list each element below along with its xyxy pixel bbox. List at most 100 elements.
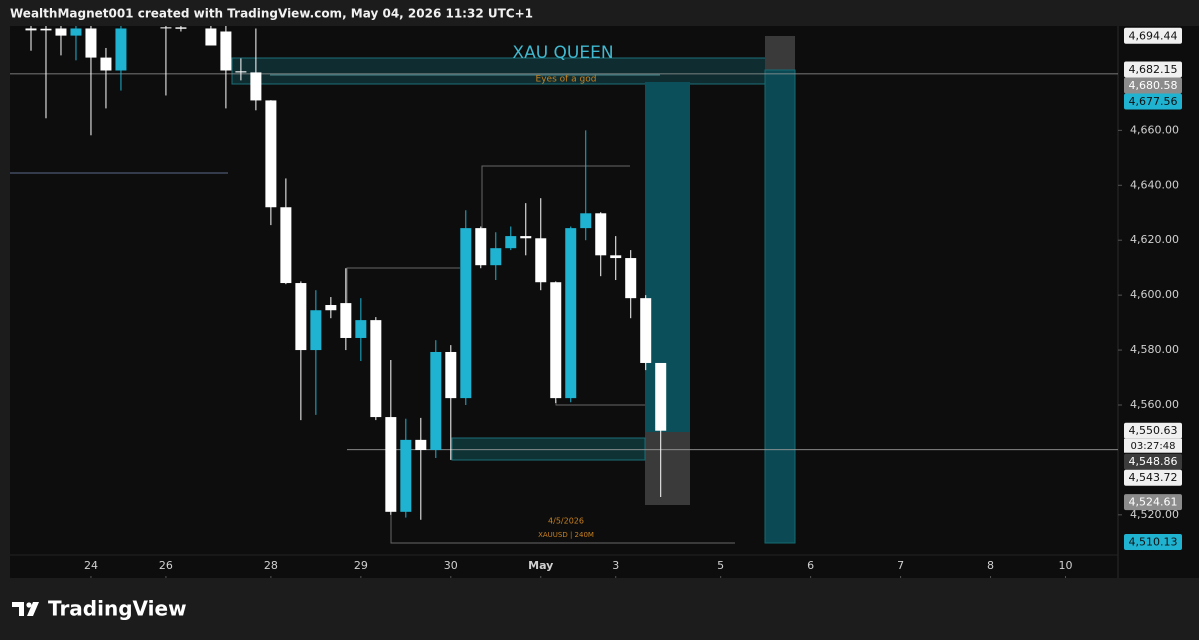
y-tick-label: 4,560.00	[1130, 398, 1179, 411]
price-label-bg	[1124, 93, 1182, 110]
candle-body	[235, 71, 247, 73]
price-label: 4,694.44	[1129, 29, 1178, 42]
price-label: 4,524.61	[1129, 496, 1178, 509]
zone	[645, 432, 690, 505]
y-tick-label: 4,520.00	[1130, 508, 1179, 521]
annotation: 4/5/2026	[548, 517, 584, 526]
subtitle: Eyes of a god	[536, 75, 597, 85]
candle-body	[490, 248, 502, 266]
x-tick-label: 5	[717, 559, 724, 572]
candle-body	[475, 228, 487, 266]
price-label: 4,510.13	[1129, 535, 1178, 548]
candle-body	[280, 207, 292, 284]
candle-body	[340, 303, 352, 338]
header: WealthMagnet001 created with TradingView…	[10, 7, 533, 21]
price-label-bg	[1124, 453, 1182, 470]
candle-body	[430, 351, 442, 451]
footer: TradingView	[48, 597, 187, 621]
candle-body	[220, 31, 232, 71]
candle-body	[295, 283, 307, 351]
y-tick-label: 4,640.00	[1130, 178, 1179, 191]
candle-body	[550, 282, 562, 399]
x-tick-label: 7	[897, 559, 904, 572]
plot	[10, 26, 1118, 520]
candle-body	[535, 238, 547, 283]
title: XAU QUEEN	[512, 43, 613, 63]
x-tick-label: 24	[84, 559, 98, 572]
price-label-bg	[1124, 27, 1182, 44]
candle-body	[265, 100, 277, 208]
candle-body	[595, 213, 607, 256]
price-label-bg	[1124, 469, 1182, 486]
candle-body	[40, 28, 52, 31]
zone	[645, 82, 690, 432]
price-label: 4,550.63	[1129, 424, 1178, 437]
price-label-bg	[1124, 422, 1182, 439]
price-label-bg	[1124, 533, 1182, 550]
y-tick-label: 4,600.00	[1130, 288, 1179, 301]
candle-body	[610, 255, 622, 259]
x-tick-label: 8	[987, 559, 994, 572]
candle-body	[370, 320, 382, 418]
price-label: 4,682.15	[1129, 63, 1178, 76]
candle-body	[415, 439, 427, 451]
x-tick-label: 3	[612, 559, 619, 572]
candle-body	[385, 417, 397, 512]
annotation: XAUUSD | 240M	[538, 531, 594, 539]
candle-body	[565, 228, 577, 399]
range-line	[481, 165, 630, 228]
candle-body	[655, 362, 667, 431]
zone	[231, 57, 779, 85]
candle-body	[310, 310, 322, 351]
candle-body	[205, 28, 217, 46]
x-tick-label: 6	[807, 559, 814, 572]
x-tick-label: 30	[444, 559, 458, 572]
candle-body	[505, 236, 517, 249]
candle-body	[400, 439, 412, 512]
candle-body	[70, 28, 82, 36]
drawings	[10, 36, 796, 544]
candle-body	[580, 213, 592, 229]
x-tick-label: 29	[354, 559, 368, 572]
y-tick-label: 4,660.00	[1130, 123, 1179, 136]
x-tick-label: 28	[264, 559, 278, 572]
range-line	[346, 267, 460, 305]
price-label: 4,543.72	[1129, 471, 1178, 484]
x-tick-label: May	[528, 559, 553, 572]
zone	[764, 69, 796, 544]
candle-body	[55, 28, 67, 36]
countdown-bg	[1124, 438, 1182, 453]
candle-body	[175, 27, 187, 29]
candle-body	[25, 28, 37, 31]
price-label-bg	[1124, 494, 1182, 511]
candle-body	[100, 57, 112, 71]
candle-body	[640, 298, 652, 363]
price-label: 4,680.58	[1129, 79, 1178, 92]
x-tick-label: 26	[159, 559, 173, 572]
price-label: 4,677.56	[1129, 95, 1178, 108]
countdown: 03:27:48	[1131, 441, 1176, 452]
range-line	[390, 515, 735, 544]
candle-body	[325, 305, 337, 311]
zone	[765, 36, 795, 70]
zone	[451, 437, 646, 461]
candle-body	[460, 228, 472, 399]
x-tick-label: 10	[1059, 559, 1073, 572]
candle-body	[520, 236, 532, 239]
price-label-bg	[1124, 61, 1182, 78]
price-label-bg	[1124, 77, 1182, 94]
chart-pane	[10, 26, 1199, 578]
candle-body	[250, 72, 262, 101]
candle-body	[355, 320, 367, 338]
candle-body	[115, 28, 127, 71]
candle-body	[160, 27, 172, 29]
y-tick-label: 4,580.00	[1130, 343, 1179, 356]
candle-body	[445, 351, 457, 399]
y-tick-label: 4,620.00	[1130, 233, 1179, 246]
price-label: 4,548.86	[1129, 455, 1178, 468]
logo: TradingView	[12, 597, 187, 621]
candle-body	[85, 28, 97, 58]
candle-body	[625, 258, 637, 299]
